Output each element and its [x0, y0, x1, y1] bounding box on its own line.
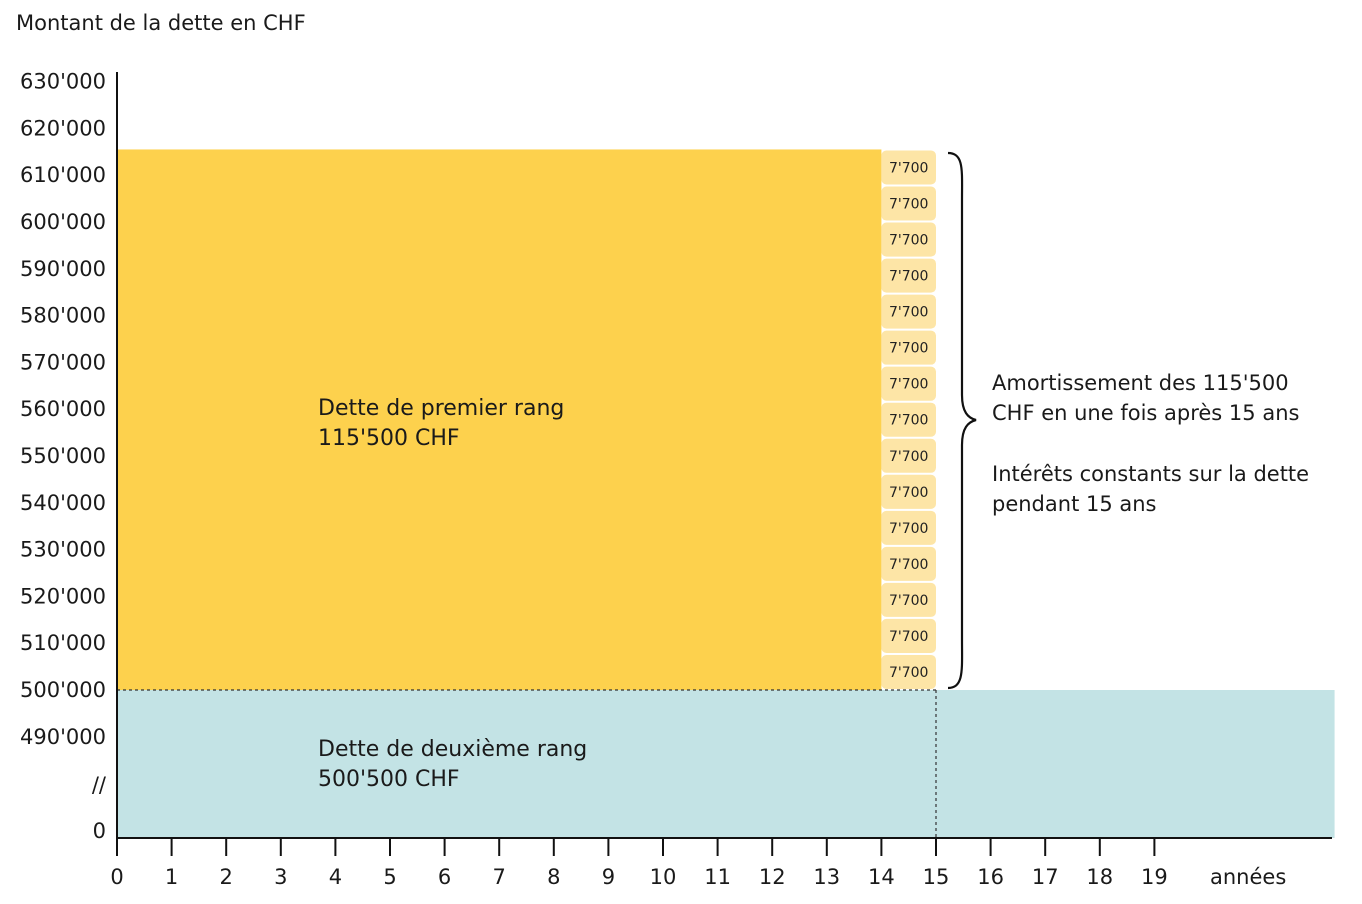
installment-cell [881, 294, 936, 329]
annotation-line4: pendant 15 ans [992, 492, 1157, 516]
x-tick-label: 4 [329, 865, 342, 889]
installment-label: 7'700 [889, 269, 928, 285]
installment-cell [881, 510, 936, 545]
installment-label: 7'700 [889, 341, 928, 357]
x-tick-label: 3 [274, 865, 287, 889]
reference-lines [117, 689, 937, 838]
installment-cell [881, 546, 936, 581]
second-rank-label-line2: 500'500 CHF [318, 767, 460, 792]
y-tick-labels: 630'000 620'000 610'000 600'000 590'000 580'0… [20, 70, 107, 843]
installment-cell [881, 222, 936, 257]
y-tick-label: 530'000 [20, 538, 106, 562]
x-tick-label: 8 [547, 865, 560, 889]
x-tick-label: 9 [602, 865, 615, 889]
installment-label: 7'700 [889, 629, 928, 645]
x-tick-label: 2 [220, 865, 233, 889]
y-tick-label: 500'000 [20, 678, 106, 702]
installment-label: 7'700 [889, 305, 928, 321]
y-tick-label: 570'000 [20, 350, 106, 374]
first-rank-label-line1: Dette de premier rang [318, 396, 564, 421]
x-axis-label: années [1210, 865, 1286, 889]
x-tick-label: 15 [923, 865, 950, 889]
x-tick-label: 13 [813, 865, 840, 889]
x-tick-label: 5 [383, 865, 396, 889]
x-tick-label: 6 [438, 865, 451, 889]
installment-label: 7'700 [889, 160, 928, 176]
installment-cell [881, 438, 936, 473]
x-tick-label: 1 [165, 865, 178, 889]
installment-cell [881, 366, 936, 401]
y-tick-label: 610'000 [20, 163, 106, 187]
second-rank-label-line1: Dette de deuxième rang [318, 737, 587, 762]
y-axis-break-label: // [92, 773, 107, 797]
x-tick-label: 7 [493, 865, 506, 889]
installment-cell [881, 618, 936, 653]
x-tick-label: 11 [704, 865, 731, 889]
installment-label: 7'700 [889, 593, 928, 609]
curly-brace [947, 151, 977, 690]
y-tick-label: 560'000 [20, 397, 106, 421]
y-tick-label: 590'000 [20, 257, 106, 281]
y-tick-label: 630'000 [20, 70, 106, 94]
installment-label: 7'700 [889, 377, 928, 393]
y-tick-label: 580'000 [20, 304, 106, 328]
installment-cell [881, 474, 936, 509]
installment-cell [881, 402, 936, 437]
installment-cell [881, 654, 936, 689]
first-rank-debt-area [117, 149, 882, 690]
y-tick-label: 520'000 [20, 584, 106, 608]
y-tick-label: 490'000 [20, 725, 106, 749]
installment-cell [881, 186, 936, 221]
chart-title: Montant de la dette en CHF [16, 11, 306, 35]
x-tick-label: 14 [868, 865, 895, 889]
annotation-line2: CHF en une fois après 15 ans [992, 401, 1299, 425]
x-tick-label: 12 [759, 865, 786, 889]
y-tick-label: 600'000 [20, 210, 106, 234]
annotation-line3: Intérêts constants sur la dette [992, 462, 1309, 486]
installment-label: 7'700 [889, 665, 928, 681]
x-tick-label: 10 [650, 865, 677, 889]
y-tick-label: 510'000 [20, 631, 106, 655]
installments-layer: 7'700 7'700 7'700 7'700 7'700 7'700 7'700 7'700… [881, 150, 936, 689]
first-rank-label-line2: 115'500 CHF [318, 426, 460, 451]
y-tick-label-zero: 0 [93, 819, 106, 843]
installment-cell [881, 258, 936, 293]
installment-cell [881, 582, 936, 617]
installment-label: 7'700 [889, 197, 928, 213]
x-tick-labels: 0 1 2 3 4 5 6 7 8 9 10 11 12 13 14 15 16 17 18 19 [110, 838, 1168, 889]
installment-label: 7'700 [889, 413, 928, 429]
second-rank-debt-area [117, 690, 1335, 838]
installment-label: 7'700 [889, 521, 928, 537]
axes [116, 72, 1332, 839]
x-tick-label: 0 [110, 865, 123, 889]
x-tick-label: 18 [1086, 865, 1113, 889]
installment-label: 7'700 [889, 485, 928, 501]
x-tick-label: 19 [1141, 865, 1168, 889]
x-tick-label: 17 [1032, 865, 1059, 889]
installment-cell [881, 330, 936, 365]
x-tick-label: 16 [977, 865, 1004, 889]
annotation-line1: Amortissement des 115'500 [992, 371, 1289, 395]
area-layer [117, 149, 1335, 838]
installment-label: 7'700 [889, 233, 928, 249]
installment-label: 7'700 [889, 449, 928, 465]
installment-cell [881, 150, 936, 185]
y-tick-label: 540'000 [20, 491, 106, 515]
y-tick-label: 620'000 [20, 116, 106, 140]
y-tick-label: 550'000 [20, 444, 106, 468]
installment-label: 7'700 [889, 557, 928, 573]
